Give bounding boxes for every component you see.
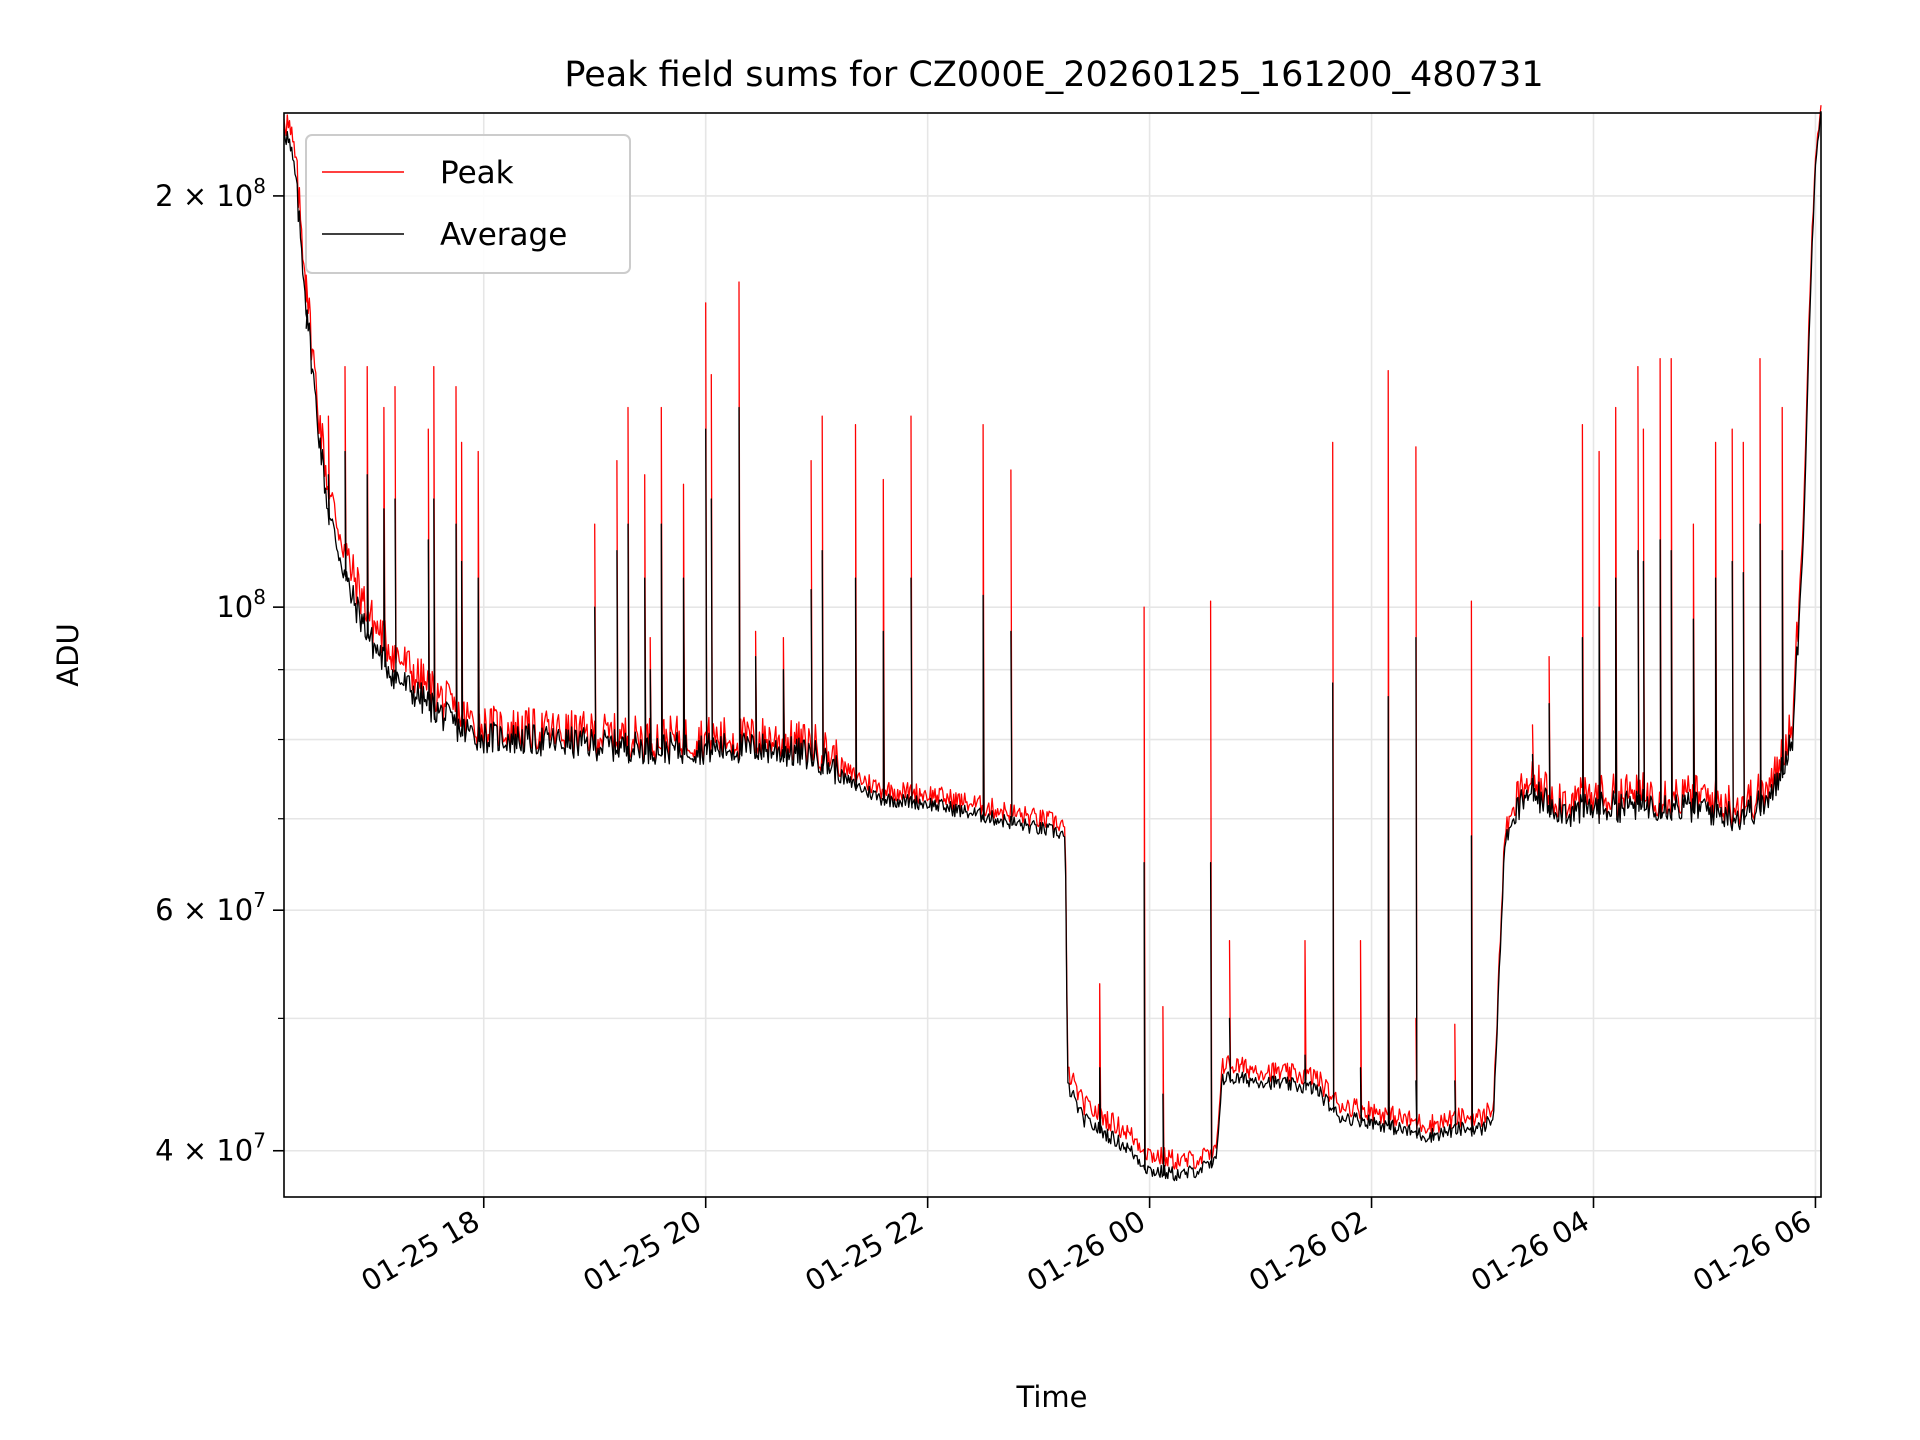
y-tick-label: 2 × 108 bbox=[155, 174, 266, 213]
x-axis-label: Time bbox=[1016, 1380, 1088, 1414]
plot-frame bbox=[283, 112, 1822, 1198]
y-axis: 4 × 107 6 × 107 108 2 × 108 bbox=[155, 174, 284, 1168]
y-tick-label: 108 bbox=[216, 585, 266, 624]
average-series bbox=[283, 111, 1822, 1182]
legend-box bbox=[305, 134, 631, 274]
y-tick-label: 4 × 107 bbox=[155, 1129, 266, 1168]
chart-title: Peak field sums for CZ000E_20260125_1612… bbox=[564, 55, 1543, 95]
peak-series bbox=[283, 105, 1822, 1170]
plot-area bbox=[283, 105, 1822, 1198]
peak-line bbox=[283, 105, 1822, 1170]
y-tick-label: 6 × 107 bbox=[155, 888, 266, 927]
legend-peak-label: Peak bbox=[440, 155, 514, 191]
plot-background bbox=[284, 113, 1821, 1197]
legend: Peak Average bbox=[305, 134, 631, 274]
legend-average-label: Average bbox=[440, 217, 567, 253]
y-axis-label: ADU bbox=[51, 623, 85, 686]
grid bbox=[284, 113, 1821, 1197]
average-line bbox=[283, 111, 1822, 1182]
